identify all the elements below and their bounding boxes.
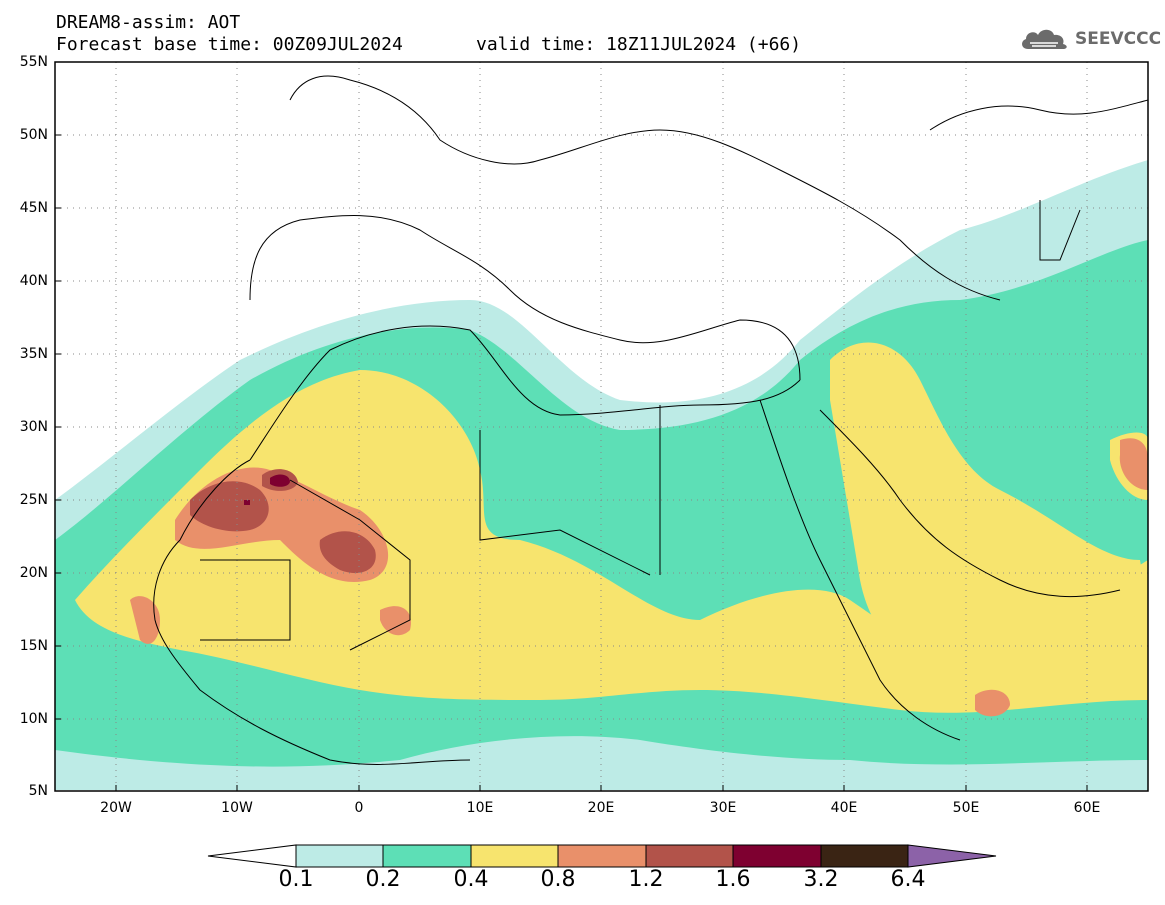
colorbar-label: 1.2 bbox=[628, 867, 664, 892]
lat-label: 10N bbox=[19, 711, 48, 727]
aot-band-0.8-d bbox=[975, 689, 1010, 717]
lon-label: 10E bbox=[466, 800, 494, 816]
lat-label: 15N bbox=[19, 638, 48, 654]
colorbar-segment-0.8 bbox=[557, 844, 647, 868]
aot-band-1.6 bbox=[270, 474, 290, 487]
logo-text: SEEVCCC bbox=[1075, 29, 1162, 49]
coastlines bbox=[153, 75, 1148, 765]
aot-band-1.2-b bbox=[319, 531, 376, 574]
lon-label: 60E bbox=[1073, 800, 1101, 816]
lat-label: 25N bbox=[19, 492, 48, 508]
cloud-icon bbox=[1022, 29, 1067, 49]
aot-band-0.8-b bbox=[130, 596, 160, 644]
lon-label: 20E bbox=[587, 800, 615, 816]
aot-band-1.6-b bbox=[244, 500, 250, 505]
colorbar-segment-0.1 bbox=[295, 844, 384, 868]
grid bbox=[55, 62, 1148, 791]
lat-label: 35N bbox=[19, 346, 48, 362]
lat-label: 50N bbox=[19, 127, 48, 143]
colorbar-label: 0.4 bbox=[453, 867, 489, 892]
lat-label: 45N bbox=[19, 200, 48, 216]
colorbar bbox=[207, 844, 997, 868]
lon-label: 40E bbox=[830, 800, 858, 816]
lat-label: 20N bbox=[19, 565, 48, 581]
lon-label: 0 bbox=[354, 800, 364, 816]
lat-label: 55N bbox=[19, 54, 48, 70]
colorbar-segment-0.4 bbox=[470, 844, 559, 868]
lat-label: 30N bbox=[19, 419, 48, 435]
colorbar-segment-1.6 bbox=[732, 844, 822, 868]
aot-band-0.4-arabia bbox=[830, 342, 1148, 662]
colorbar-segment-1.2 bbox=[645, 844, 734, 868]
forecast-base-time: Forecast base time: 00Z09JUL2024 bbox=[56, 34, 403, 55]
colorbar-label: 0.1 bbox=[278, 867, 314, 892]
aot-band-0.8-e bbox=[1119, 438, 1148, 490]
colorbar-label: 6.4 bbox=[890, 867, 926, 892]
colorbar-low-arrow bbox=[207, 844, 297, 868]
lon-label: 50E bbox=[952, 800, 980, 816]
lat-label: 5N bbox=[28, 783, 48, 799]
colorbar-label: 0.8 bbox=[540, 867, 576, 892]
colorbar-segment-0.2 bbox=[382, 844, 472, 868]
colorbar-label: 0.2 bbox=[365, 867, 401, 892]
aot-band-1.2 bbox=[190, 481, 269, 532]
lon-label: 20W bbox=[100, 800, 132, 816]
lat-label: 40N bbox=[19, 273, 48, 289]
valid-time: valid time: 18Z11JUL2024 (+66) bbox=[476, 34, 802, 55]
map-title: DREAM8-assim: AOT bbox=[56, 12, 241, 33]
colorbar-label: 3.2 bbox=[803, 867, 839, 892]
colorbar-segment-3.2 bbox=[820, 844, 909, 868]
lon-label: 30E bbox=[709, 800, 737, 816]
aot-band-0.8-c bbox=[380, 606, 411, 636]
aot-field bbox=[55, 160, 1148, 790]
colorbar-label: 1.6 bbox=[715, 867, 751, 892]
colorbar-high-arrow bbox=[907, 844, 997, 868]
axis-ticks bbox=[55, 61, 1088, 792]
lon-label: 10W bbox=[221, 800, 253, 816]
seevccc-logo: SEEVCCC bbox=[1018, 25, 1162, 55]
